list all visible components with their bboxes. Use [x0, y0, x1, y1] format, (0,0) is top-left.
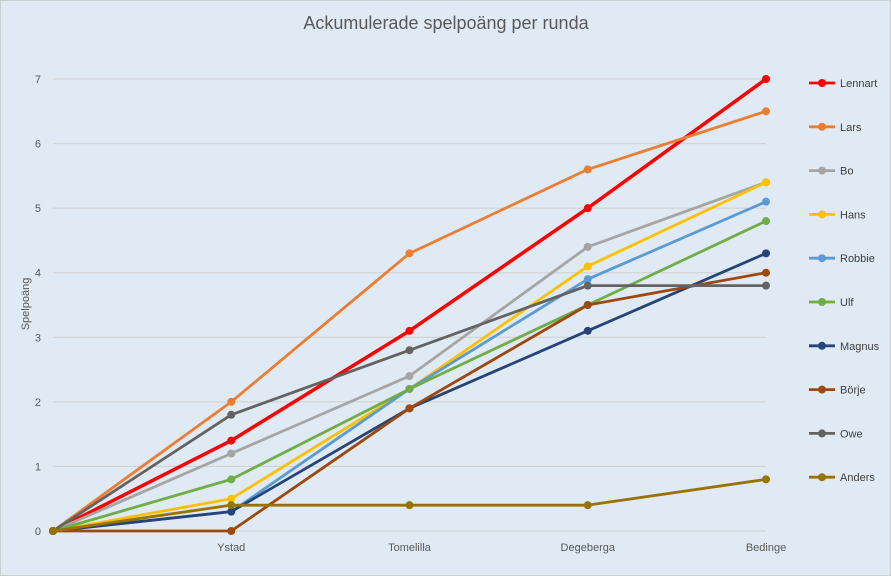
data-point — [405, 346, 414, 355]
legend-item: Lennart — [809, 78, 877, 90]
data-point — [227, 501, 236, 510]
x-tick-label: Ystad — [217, 542, 245, 554]
data-point — [762, 178, 770, 187]
data-point — [583, 262, 592, 271]
data-point — [762, 281, 770, 290]
data-point — [405, 326, 414, 335]
series-lars — [49, 107, 770, 535]
data-point — [583, 501, 592, 510]
data-point — [762, 217, 770, 226]
data-point — [583, 301, 592, 309]
legend-label: Ulf — [840, 297, 854, 309]
legend-label: Owe — [840, 428, 863, 440]
data-point — [762, 197, 770, 206]
x-tick-label: Tomelilla — [388, 542, 432, 554]
data-point — [405, 372, 414, 381]
legend-item: Magnus — [809, 341, 880, 353]
legend-item: Lars — [809, 122, 862, 134]
legend-label: Börje — [840, 385, 866, 397]
data-point — [583, 242, 592, 251]
y-tick-label: 3 — [35, 332, 41, 344]
data-point — [762, 268, 770, 277]
y-tick-label: 4 — [35, 268, 41, 280]
series-hans — [49, 178, 770, 535]
y-tick-label: 6 — [35, 139, 41, 151]
legend-marker — [818, 122, 826, 131]
data-point — [405, 404, 414, 413]
data-point — [227, 397, 236, 406]
legend-marker — [818, 473, 826, 482]
y-tick-label: 5 — [35, 203, 41, 215]
legend-marker — [818, 79, 826, 87]
data-point — [583, 165, 592, 174]
legend-marker — [818, 210, 826, 219]
legend-marker — [818, 341, 826, 350]
data-point — [583, 204, 592, 213]
legend-label: Lennart — [840, 78, 877, 90]
series-anders — [49, 475, 770, 535]
data-point — [227, 436, 236, 445]
x-tick-label: Bedinge — [746, 542, 786, 554]
legend-item: Hans — [809, 209, 866, 221]
data-point — [227, 507, 236, 516]
data-point — [762, 107, 770, 116]
y-tick-label: 7 — [35, 74, 41, 86]
chart-title: Ackumulerade spelpoäng per runda — [303, 13, 589, 33]
legend-item: Börje — [809, 385, 866, 397]
legend-label: Anders — [840, 472, 875, 484]
y-tick-label: 1 — [35, 461, 41, 473]
data-point — [227, 449, 236, 458]
data-point — [405, 384, 414, 393]
data-point — [583, 275, 592, 284]
legend-item: Bo — [809, 166, 853, 178]
legend-item: Owe — [809, 428, 863, 440]
legend-label: Lars — [840, 122, 862, 134]
legend-marker — [818, 166, 826, 175]
legend-item: Robbie — [809, 253, 875, 265]
data-point — [227, 410, 236, 419]
legend-marker — [818, 254, 826, 263]
data-point — [227, 527, 236, 535]
legend-label: Bo — [840, 166, 853, 178]
y-axis-label: Spelpoäng — [20, 278, 32, 331]
data-point — [762, 475, 770, 484]
series-line — [52, 109, 767, 533]
data-point — [762, 249, 770, 258]
data-point — [227, 494, 236, 503]
legend-marker — [818, 385, 826, 394]
legend-item: Ulf — [809, 297, 854, 309]
legend-item: Anders — [809, 472, 875, 484]
y-tick-label: 0 — [35, 526, 41, 538]
y-tick-label: 2 — [35, 397, 41, 409]
legend-label: Hans — [840, 209, 866, 221]
data-point — [405, 501, 414, 510]
legend-marker — [818, 298, 826, 306]
x-tick-label: Degeberga — [561, 542, 616, 554]
data-point — [583, 281, 592, 290]
legend-marker — [818, 429, 826, 438]
legend-label: Magnus — [840, 341, 880, 353]
legend-label: Robbie — [840, 253, 875, 265]
data-point — [762, 75, 770, 83]
data-point — [583, 326, 592, 335]
data-point — [227, 475, 236, 484]
data-point — [405, 249, 414, 258]
data-point — [49, 527, 57, 535]
